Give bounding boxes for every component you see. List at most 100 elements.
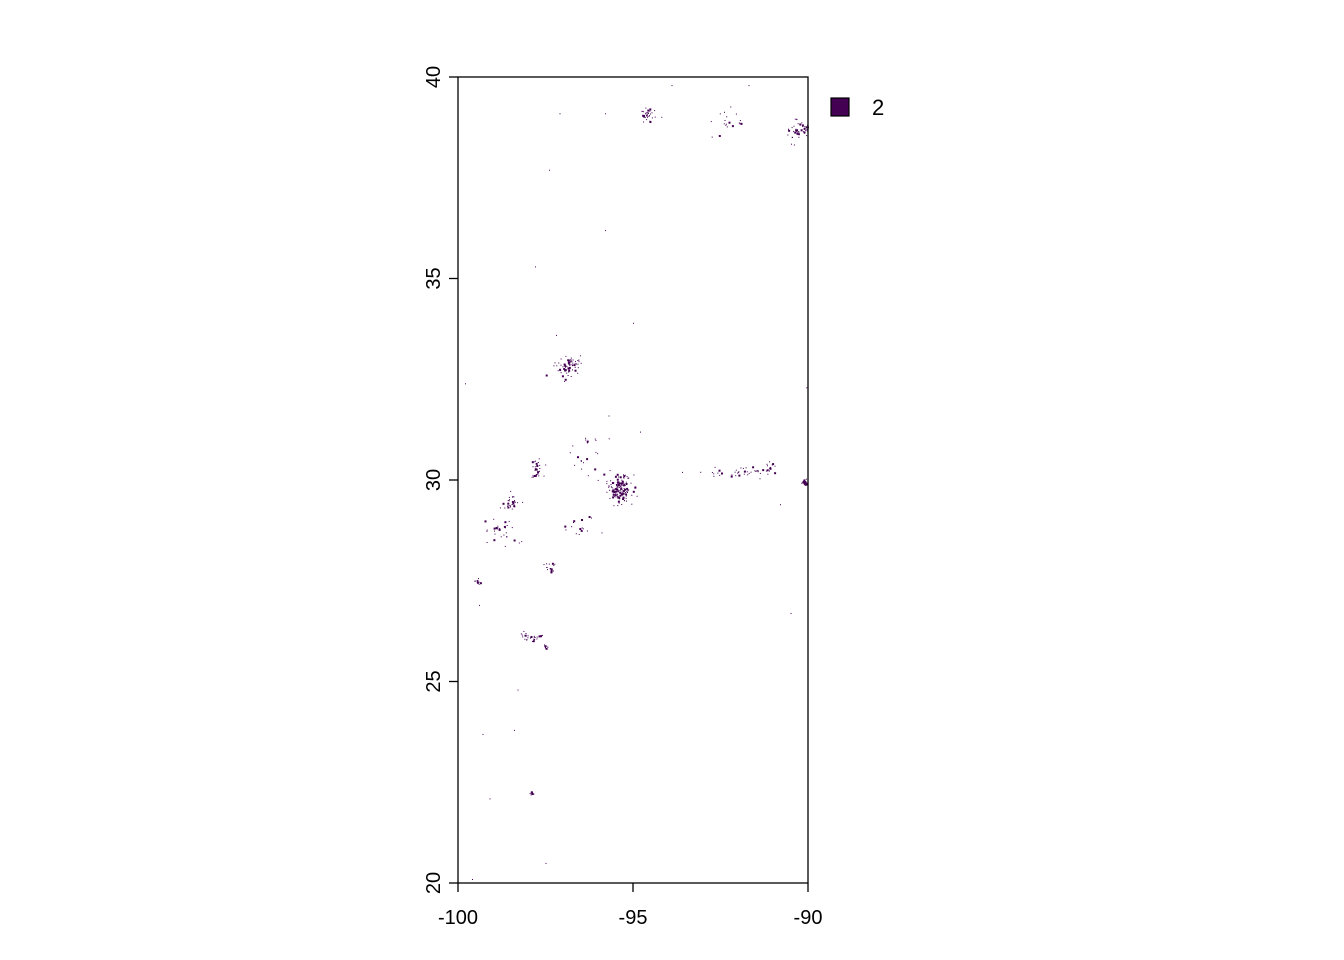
raster-cell [616, 473, 619, 476]
raster-cell [511, 501, 514, 503]
raster-cell [508, 520, 510, 522]
raster-cell [649, 115, 650, 117]
raster-cell [560, 372, 562, 374]
raster-cell [618, 487, 620, 488]
raster-cell [494, 533, 496, 535]
raster-cell [619, 486, 621, 487]
raster-cell [595, 451, 597, 453]
raster-cell [506, 525, 508, 526]
raster-cell [608, 486, 610, 488]
raster-cell [568, 364, 570, 366]
raster-cell [581, 527, 583, 529]
raster-cell [534, 639, 536, 640]
raster-cell [549, 568, 551, 570]
raster-cell [795, 129, 796, 131]
cluster-tampico [529, 791, 535, 796]
raster-cell [612, 496, 615, 499]
raster-cell [536, 638, 538, 640]
raster-cell [713, 473, 715, 475]
raster-cell [608, 438, 610, 440]
raster-cell [766, 469, 768, 471]
cluster-baton-rouge [766, 461, 776, 472]
map-frame [457, 76, 809, 884]
raster-cell [504, 521, 507, 524]
raster-cell [759, 472, 761, 474]
raster-cell [804, 481, 807, 484]
raster-cell [731, 474, 733, 476]
raster-cell [567, 361, 570, 364]
raster-cell [616, 494, 618, 496]
cluster-houston [597, 470, 638, 507]
raster-cell [556, 334, 557, 336]
raster-cell [574, 366, 576, 368]
raster-cell [513, 539, 516, 542]
raster-cell [547, 646, 549, 648]
raster-cell [476, 581, 478, 583]
raster-cell [740, 122, 743, 125]
raster-cell [551, 562, 554, 565]
raster-cell [803, 127, 806, 130]
raster-cell [503, 525, 506, 528]
raster-cell [546, 567, 548, 568]
raster-cell [711, 136, 713, 138]
raster-cell [582, 528, 584, 530]
raster-cell [726, 126, 728, 128]
raster-cell [486, 530, 488, 532]
raster-cell [507, 505, 509, 507]
raster-cell [617, 505, 619, 507]
raster-cell [625, 493, 628, 496]
raster-cell [612, 488, 614, 490]
raster-cell [802, 126, 804, 128]
raster-cell [803, 131, 806, 134]
raster-cell [539, 470, 540, 472]
raster-cell [531, 641, 533, 642]
raster-cell [793, 125, 795, 127]
y-tick-label: 40 [423, 66, 445, 88]
raster-cell [504, 507, 506, 509]
raster-cell [620, 485, 622, 487]
raster-cell [725, 123, 727, 125]
raster-cell [646, 114, 648, 116]
raster-cell [465, 383, 466, 385]
raster-cell [621, 481, 623, 483]
raster-cell [651, 112, 653, 114]
raster-cell [796, 129, 798, 132]
raster-cell [504, 545, 506, 547]
raster-cell [561, 375, 564, 378]
raster-cell [769, 461, 770, 463]
raster-cell [522, 501, 524, 503]
raster-cell [625, 492, 627, 493]
raster-cell [579, 355, 581, 357]
raster-cell [549, 169, 550, 171]
raster-cell [632, 490, 635, 493]
raster-cell [613, 496, 615, 498]
raster-cell [711, 472, 713, 473]
raster-cell [734, 471, 736, 473]
raster-cell [568, 367, 571, 369]
raster-cell [567, 367, 570, 370]
raster-cell [643, 115, 646, 118]
raster-cell [616, 482, 618, 484]
raster-cell [570, 361, 572, 363]
raster-cell [714, 466, 716, 468]
raster-cell [543, 564, 545, 566]
raster-cell [477, 580, 478, 582]
raster-cell [507, 502, 510, 505]
raster-cell [580, 460, 582, 461]
raster-cell [525, 633, 527, 634]
raster-cell [572, 359, 574, 361]
raster-cell [506, 536, 508, 538]
raster-cell [738, 474, 741, 477]
raster-cell [567, 362, 570, 365]
raster-cell [508, 496, 510, 498]
raster-cell [597, 479, 599, 481]
raster-cell [622, 481, 624, 483]
raster-cell [522, 636, 524, 638]
raster-cell [647, 112, 649, 114]
raster-cell [792, 137, 793, 138]
raster-cell [619, 491, 622, 494]
raster-cell [537, 462, 539, 463]
raster-cell [646, 114, 648, 115]
raster-cell [735, 475, 737, 477]
raster-cell [620, 488, 622, 490]
